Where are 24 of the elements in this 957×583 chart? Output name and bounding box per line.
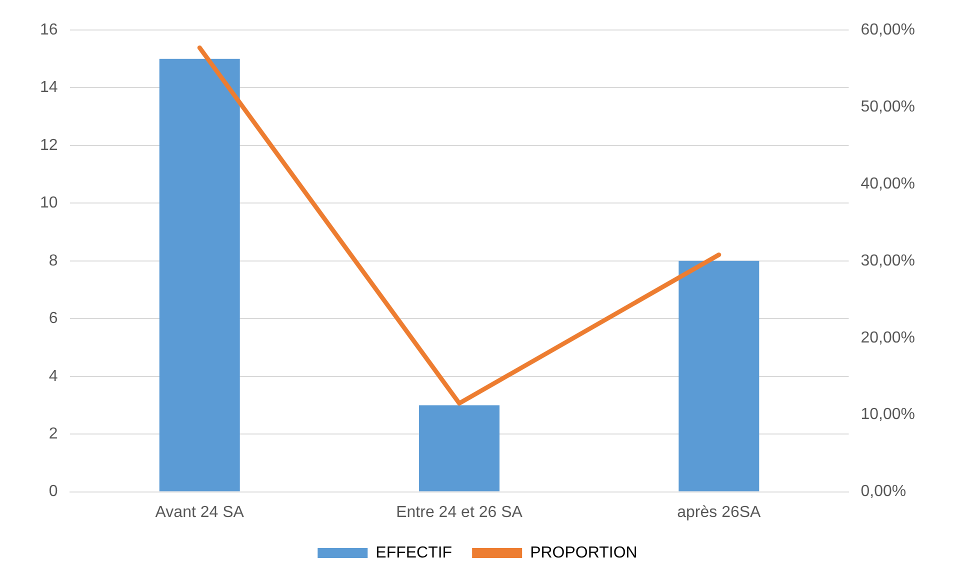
x-tick-label: Avant 24 SA bbox=[155, 504, 244, 521]
y2-tick-label: 10,00% bbox=[860, 406, 915, 424]
y-tick-label: 4 bbox=[48, 368, 58, 385]
legend-label: PROPORTION bbox=[530, 544, 638, 562]
y-tick-label: 6 bbox=[48, 310, 58, 328]
y-tick-label: 2 bbox=[48, 425, 58, 442]
bar bbox=[419, 405, 500, 492]
bar bbox=[159, 58, 240, 492]
y-tick-label: 10 bbox=[40, 194, 58, 212]
y2-tick-label: 30,00% bbox=[860, 252, 915, 270]
y2-tick-label: 60,00% bbox=[860, 21, 915, 38]
y2-tick-label: 20,00% bbox=[860, 329, 915, 346]
y-tick-label: 8 bbox=[48, 252, 58, 270]
y2-tick-label: 0,00% bbox=[860, 483, 906, 500]
legend-label: EFFECTIF bbox=[376, 544, 452, 562]
y-tick-label: 16 bbox=[40, 21, 58, 38]
y-tick-label: 12 bbox=[40, 136, 58, 154]
y-tick-label: 0 bbox=[48, 483, 58, 500]
x-tick-label: Entre 24 et 26 SA bbox=[396, 504, 523, 521]
y2-tick-label: 40,00% bbox=[860, 175, 915, 192]
x-tick-label: après 26SA bbox=[677, 504, 762, 521]
bar bbox=[678, 260, 760, 492]
y2-tick-label: 50,00% bbox=[860, 98, 915, 116]
y-tick-label: 14 bbox=[40, 79, 58, 96]
